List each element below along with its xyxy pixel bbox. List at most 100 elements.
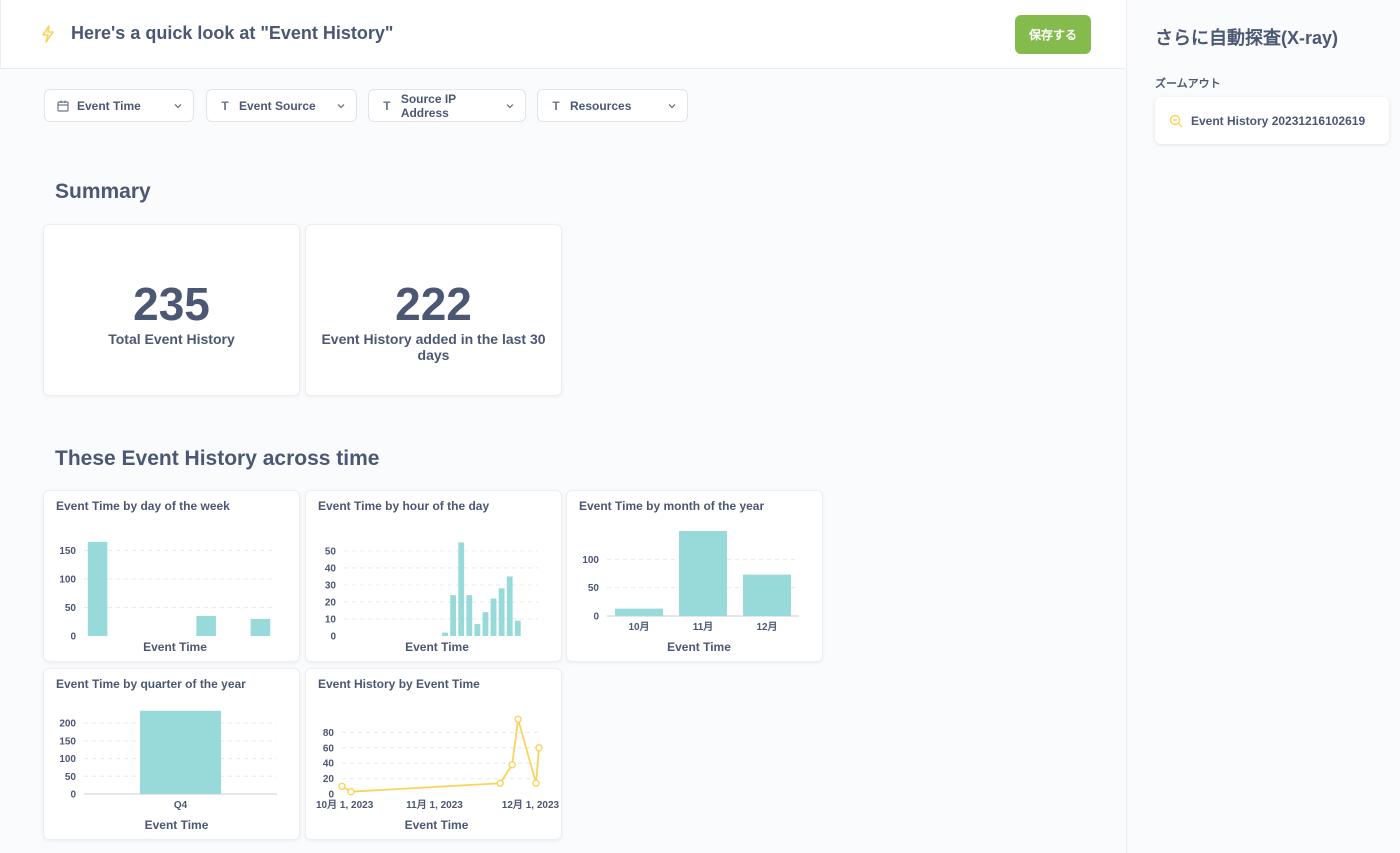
- page-header: Here's a quick look at "Event History" 保…: [0, 0, 1126, 69]
- bar: [514, 620, 521, 636]
- x-axis-label: Event Time: [667, 640, 731, 654]
- y-tick-label: 50: [65, 772, 77, 783]
- bar: [743, 574, 791, 616]
- save-button[interactable]: 保存する: [1015, 15, 1091, 54]
- bar: [250, 618, 271, 636]
- filter-label: Resources: [570, 98, 632, 113]
- bar: [679, 531, 727, 616]
- y-tick-label: 60: [323, 743, 335, 754]
- calendar-icon: [57, 100, 69, 112]
- chart-month-of-year: 0 50 100 10月 11月 12月 Event Time: [582, 531, 799, 654]
- bar: [442, 632, 448, 636]
- bar: [196, 616, 216, 636]
- y-tick-label: 50: [588, 583, 600, 594]
- chart-history-by-time: 0 20 40 60 80 10月 1, 2023 11月 1, 2023 12月 1, 20…: [316, 715, 560, 832]
- summary-heading: Summary: [55, 180, 151, 203]
- zoom-out-item[interactable]: Event History 20231216102619: [1155, 97, 1389, 144]
- chevron-down-icon: [668, 103, 676, 108]
- chevron-down-icon: [506, 103, 514, 108]
- scalar-card-last-30-days[interactable]: 222 Event History added in the last 30 d…: [305, 224, 562, 396]
- chevron-down-icon: [337, 103, 345, 108]
- chart-quarter-of-year: 0 50 100 150 200 Q4 Event Time: [59, 710, 277, 832]
- x-tick-label: 10月 1, 2023: [316, 799, 374, 811]
- x-tick-label: 11月 1, 2023: [406, 799, 463, 811]
- y-tick-label: 0: [70, 632, 76, 643]
- chart-card-hour-of-day[interactable]: Event Time by hour of the day 0 10 20 30 40 5…: [305, 490, 562, 662]
- scalar-label: Total Event History: [108, 331, 235, 347]
- y-tick-label: 150: [59, 546, 76, 557]
- filter-source-ip-address[interactable]: T Source IP Address: [368, 89, 526, 122]
- scalar-label: Event History added in the last 30 days: [321, 331, 546, 363]
- y-tick-label: 200: [59, 719, 76, 730]
- chart-card-day-of-week[interactable]: Event Time by day of the week 0 50 100 150 E…: [43, 490, 300, 662]
- bar: [506, 576, 513, 636]
- bolt-icon: [42, 25, 54, 43]
- x-axis-label: Event Time: [405, 818, 469, 832]
- page-title: Here's a quick look at "Event History": [71, 23, 394, 43]
- xray-sidebar: さらに自動探査(X-ray) ズームアウト Event History 2023…: [1126, 0, 1400, 853]
- scalar-card-total[interactable]: 235 Total Event History: [43, 224, 300, 396]
- filter-resources[interactable]: T Resources: [537, 89, 688, 122]
- chart-card-history-by-time[interactable]: Event History by Event Time 0 20 40 60 80 10月…: [305, 668, 562, 840]
- y-tick-label: 0: [330, 632, 336, 643]
- y-tick-label: 0: [593, 612, 599, 623]
- filter-event-source[interactable]: T Event Source: [206, 89, 357, 122]
- zoom-out-item-label: Event History 20231216102619: [1191, 113, 1366, 128]
- bar: [466, 595, 473, 636]
- y-tick-label: 100: [59, 574, 76, 585]
- chart-card-month-of-year[interactable]: Event Time by month of the year 0 50 100 10…: [566, 490, 823, 662]
- bar: [482, 612, 489, 636]
- x-tick-label: 10月: [628, 621, 649, 633]
- filter-event-time[interactable]: Event Time: [44, 89, 194, 122]
- bar: [474, 624, 481, 636]
- scalar-value: 222: [395, 278, 472, 330]
- zoom-out-icon: [1169, 114, 1183, 127]
- filter-label: Event Time: [77, 98, 141, 113]
- text-icon: T: [383, 98, 391, 113]
- series-line: [341, 719, 540, 793]
- chart-title: Event History by Event Time: [318, 677, 480, 691]
- y-tick-label: 20: [323, 774, 335, 785]
- y-tick-label: 0: [70, 790, 76, 801]
- scalar-value: 235: [133, 278, 210, 330]
- x-tick-label: 12月: [756, 621, 777, 633]
- data-point: [532, 779, 540, 787]
- y-tick-label: 100: [59, 754, 76, 765]
- x-axis-label: Event Time: [143, 640, 207, 654]
- zoom-out-label: ズームアウト: [1155, 78, 1221, 90]
- chart-title: Event Time by month of the year: [579, 499, 765, 513]
- x-axis-label: Event Time: [145, 818, 209, 832]
- bar: [87, 541, 108, 636]
- x-tick-label: 11月: [693, 621, 714, 633]
- y-tick-label: 10: [325, 614, 337, 625]
- x-tick-label: 12月 1, 2023: [502, 799, 560, 811]
- chart-card-quarter-of-year[interactable]: Event Time by quarter of the year 0 50 100…: [43, 668, 300, 840]
- bar: [498, 588, 505, 636]
- chart-hour-of-day: 0 10 20 30 40 50 Event Time: [325, 542, 538, 654]
- chart-day-of-week: 0 50 100 150 Event Time: [59, 541, 274, 654]
- bar: [458, 542, 465, 636]
- y-tick-label: 100: [582, 555, 599, 566]
- text-icon: T: [221, 98, 229, 113]
- filter-label: Event Source: [239, 98, 316, 113]
- data-point: [347, 787, 355, 796]
- bar: [139, 710, 222, 794]
- x-tick-label: Q4: [174, 800, 188, 811]
- y-tick-label: 20: [325, 597, 337, 608]
- filter-label: Source IP Address: [400, 91, 456, 120]
- text-icon: T: [552, 98, 560, 113]
- x-axis-label: Event Time: [405, 640, 469, 654]
- chart-title: Event Time by hour of the day: [318, 499, 490, 513]
- time-section-heading: These Event History across time: [55, 447, 380, 470]
- y-tick-label: 150: [59, 736, 76, 747]
- y-tick-label: 50: [65, 603, 77, 614]
- chart-title: Event Time by day of the week: [56, 499, 230, 513]
- bar: [615, 608, 663, 616]
- y-tick-label: 0: [328, 790, 334, 801]
- y-tick-label: 50: [325, 546, 337, 557]
- data-point: [508, 761, 516, 769]
- chevron-down-icon: [174, 103, 182, 108]
- data-point: [496, 779, 504, 787]
- bar: [450, 595, 457, 636]
- sidebar-title: さらに自動探査(X-ray): [1155, 28, 1339, 48]
